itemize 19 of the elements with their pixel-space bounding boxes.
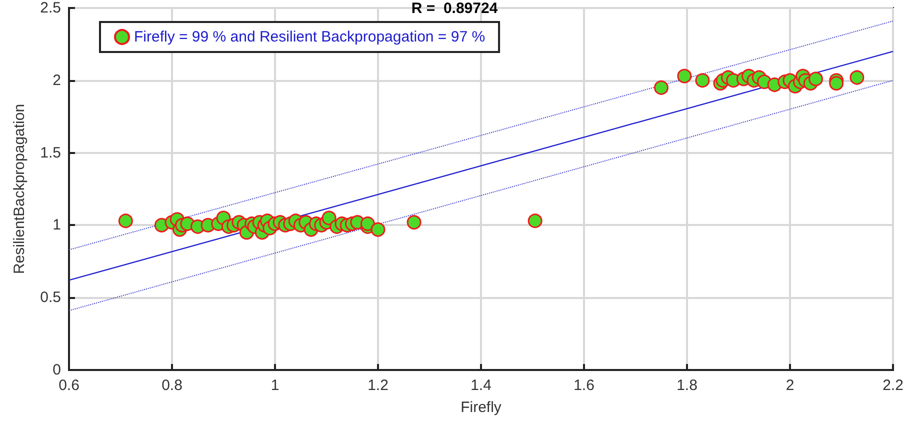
- x-tick-label: 2: [786, 377, 794, 394]
- y-tick-label: 2: [52, 72, 61, 89]
- y-tick-label: 0: [52, 362, 61, 378]
- legend-label: Firefly = 99 % and Resilient Backpropagation = 97 %: [134, 28, 486, 46]
- x-tick-label: 0.6: [58, 377, 80, 394]
- chart-title: R = 0.89724: [411, 0, 498, 17]
- y-tick-label: 0.5: [40, 289, 61, 306]
- x-tick-label: 1.8: [676, 377, 698, 394]
- y-tick-label: 2.5: [40, 0, 61, 16]
- x-tick-label: 1.6: [574, 377, 594, 394]
- x-tick-label: 1.2: [368, 377, 388, 394]
- y-tick-label: 1: [52, 216, 61, 234]
- y-tick-label: 1.5: [40, 144, 61, 162]
- x-tick-label: 1.4: [470, 377, 492, 394]
- x-tick-label: 1: [270, 377, 280, 394]
- y-axis-title: ResilientBackpropagation: [11, 104, 28, 274]
- x-tick-label: 2.2: [882, 377, 904, 394]
- x-axis-title: Firefly: [460, 399, 502, 416]
- x-tick-label: 0.8: [162, 377, 182, 394]
